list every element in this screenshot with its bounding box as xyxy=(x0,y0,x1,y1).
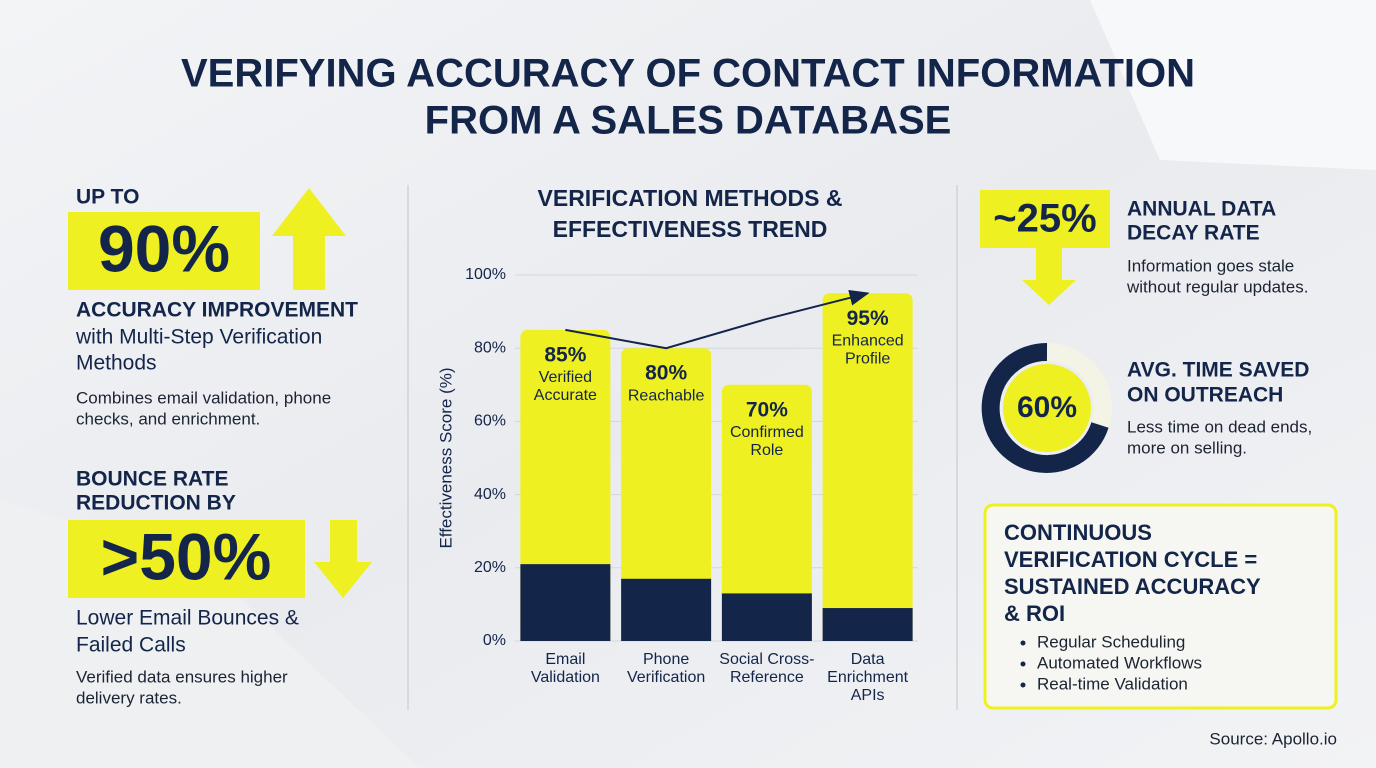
bar xyxy=(520,564,611,641)
stat-box xyxy=(980,190,1110,248)
bar-note: Role xyxy=(750,442,783,459)
bar-note: Verified xyxy=(539,369,592,386)
headline: & ROI xyxy=(1004,601,1065,626)
bullet xyxy=(1020,661,1026,667)
x-tick-label: Verification xyxy=(627,669,705,686)
chart-title: VERIFICATION METHODS & xyxy=(538,185,843,211)
value-label: 70% xyxy=(746,398,788,421)
stat: ~25% xyxy=(993,197,1096,241)
y-tick-label: 40% xyxy=(474,486,506,503)
headline: SUSTAINED ACCURACY xyxy=(1004,574,1261,599)
donut-core xyxy=(1003,364,1091,452)
stat: 90% xyxy=(98,211,230,285)
stat-box xyxy=(68,520,305,598)
y-tick-label: 80% xyxy=(474,339,506,356)
bullet-text: Automated Workflows xyxy=(1037,653,1202,672)
bar xyxy=(621,348,712,641)
headline: ON OUTREACH xyxy=(1127,384,1283,407)
y-tick-label: 20% xyxy=(474,559,506,576)
note: checks, and enrichment. xyxy=(76,409,260,428)
bar-note: Confirmed xyxy=(730,424,804,441)
stat-box xyxy=(68,212,260,290)
headline: CONTINUOUS xyxy=(1004,520,1152,545)
decor xyxy=(1090,0,1376,170)
title: VERIFYING ACCURACY OF CONTACT INFORMATIO… xyxy=(181,52,1195,96)
x-tick-label: APIs xyxy=(851,687,885,704)
stat: 60% xyxy=(1017,391,1077,424)
bar xyxy=(520,329,611,641)
bullet xyxy=(1020,640,1026,646)
bar xyxy=(721,384,812,641)
subhead: Failed Calls xyxy=(76,634,186,657)
value-label: 80% xyxy=(645,362,687,385)
stat: >50% xyxy=(101,519,272,593)
bar xyxy=(721,593,812,641)
source: Source: Apollo.io xyxy=(1209,729,1337,748)
value-label: 85% xyxy=(544,343,586,366)
bar xyxy=(822,293,913,641)
x-tick-label: Enrichment xyxy=(827,669,908,686)
headline: AVG. TIME SAVED xyxy=(1127,359,1309,382)
note: Information goes stale xyxy=(1127,256,1294,275)
donut-arc xyxy=(981,342,1109,473)
bar xyxy=(822,608,913,641)
y-tick-label: 0% xyxy=(483,632,506,649)
x-tick-label: Email xyxy=(545,651,585,668)
headline: DECAY RATE xyxy=(1127,222,1260,245)
bar-note: Accurate xyxy=(534,387,597,404)
bullet-text: Regular Scheduling xyxy=(1037,632,1185,651)
title: FROM A SALES DATABASE xyxy=(425,99,952,143)
bar-note: Reachable xyxy=(628,387,705,404)
headline: ACCURACY IMPROVEMENT xyxy=(76,299,358,322)
x-tick-label: Data xyxy=(851,651,885,668)
y-axis-title: Effectiveness Score (%) xyxy=(436,367,455,548)
note: Verified data ensures higher xyxy=(76,667,288,686)
bullet xyxy=(1020,682,1026,688)
subhead: Methods xyxy=(76,352,157,375)
kicker: BOUNCE RATE xyxy=(76,468,228,491)
kicker: REDUCTION BY xyxy=(76,492,236,515)
cycle-box xyxy=(983,503,1338,710)
plot: 0%20%40%60%80%100%EmailValidationPhoneVe… xyxy=(465,266,918,704)
subhead: with Multi-Step Verification xyxy=(75,326,322,349)
x-tick-label: Phone xyxy=(643,651,689,668)
down-arrow xyxy=(314,520,372,598)
x-tick-label: Validation xyxy=(531,669,600,686)
value-label: 95% xyxy=(847,307,889,330)
subhead: Lower Email Bounces & xyxy=(76,607,299,630)
bar-note: Profile xyxy=(845,351,890,368)
y-tick-label: 60% xyxy=(474,413,506,430)
headline: ANNUAL DATA xyxy=(1127,198,1276,221)
bar xyxy=(621,578,712,641)
x-tick-label: Social Cross- xyxy=(719,651,814,668)
down-arrow xyxy=(1022,248,1076,305)
trend-line xyxy=(565,289,870,350)
kicker: UP TO xyxy=(76,186,139,209)
headline: VERIFICATION CYCLE = xyxy=(1004,547,1257,572)
note: Combines email validation, phone xyxy=(76,388,331,407)
note: more on selling. xyxy=(1127,438,1247,457)
y-tick-label: 100% xyxy=(465,266,506,283)
up-arrow xyxy=(272,188,346,290)
x-tick-label: Reference xyxy=(730,669,804,686)
bullet-text: Real-time Validation xyxy=(1037,674,1188,693)
note: without regular updates. xyxy=(1126,277,1308,296)
chart-title: EFFECTIVENESS TREND xyxy=(553,216,828,242)
note: delivery rates. xyxy=(76,688,182,707)
note: Less time on dead ends, xyxy=(1127,417,1312,436)
bar-note: Enhanced xyxy=(832,333,904,350)
